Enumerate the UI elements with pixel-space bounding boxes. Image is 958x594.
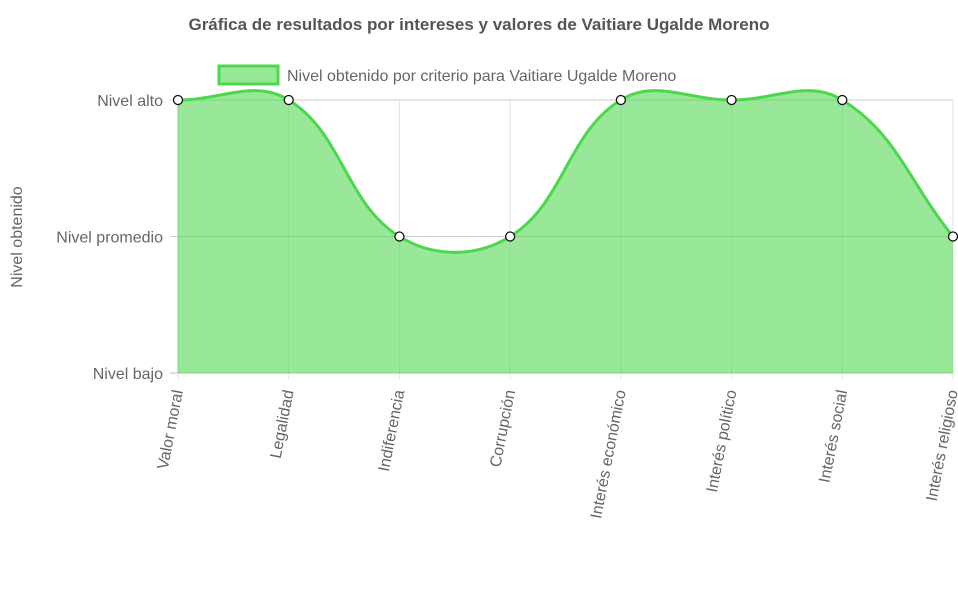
y-tick-label: Nivel alto — [97, 93, 163, 110]
legend-swatch — [217, 64, 280, 86]
x-tick-label: Interés económico — [588, 388, 630, 520]
point — [615, 94, 627, 106]
line — [177, 89, 955, 254]
point — [394, 231, 405, 242]
point — [504, 231, 516, 242]
x-tick-label: Legalidad — [268, 389, 298, 460]
legend-label: Nivel obtenido por criterio para Vaitiar… — [287, 68, 676, 85]
y-tick-label: Nivel bajo — [93, 366, 163, 383]
point — [172, 94, 184, 106]
y-axis-title: Nivel obtenido — [9, 186, 26, 288]
y-tick-label: Nivel promedio — [56, 230, 163, 247]
x-tick-label: Indiferencia — [376, 388, 408, 473]
x-tick-label: Corrupción — [487, 389, 519, 469]
point — [726, 94, 737, 106]
point — [947, 231, 958, 242]
point — [837, 94, 848, 106]
area — [178, 90, 953, 373]
x-tick-label: Interés religioso — [924, 388, 958, 502]
point — [283, 94, 294, 106]
x-tick-label: Valor moral — [155, 389, 187, 471]
x-tick-label: Interés político — [704, 388, 741, 493]
x-tick-label: Interés social — [817, 389, 852, 485]
chart-title: Gráfica de resultados por intereses y va… — [188, 15, 769, 34]
